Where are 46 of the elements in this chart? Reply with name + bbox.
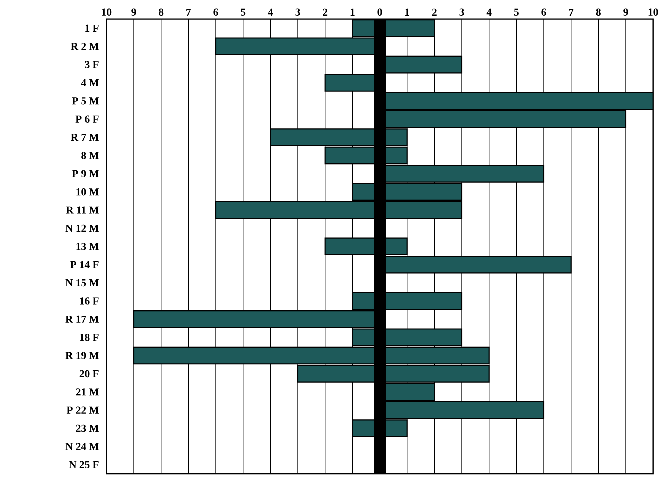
x-tick-label: 5 bbox=[241, 8, 246, 16]
x-tick-label: 3 bbox=[460, 8, 464, 16]
x-tick-label: 5 bbox=[514, 8, 519, 16]
y-tick-label: R 19 M bbox=[66, 352, 99, 360]
y-tick-label: 16 F bbox=[80, 298, 99, 305]
x-tick-label: 9 bbox=[132, 8, 136, 16]
x-tick-label: 4 bbox=[486, 8, 492, 16]
y-tick-label: N 15 M bbox=[66, 279, 99, 287]
y-tick-label: 4 M bbox=[81, 79, 99, 86]
x-tick-label: 10 bbox=[648, 8, 658, 16]
x-tick-label: 10 bbox=[102, 8, 112, 16]
x-tick-label: 1 bbox=[406, 8, 410, 16]
y-tick-label: P 22 M bbox=[66, 406, 99, 414]
x-tick-label: 6 bbox=[542, 8, 546, 16]
y-tick-label: R 11 M bbox=[66, 206, 99, 214]
y-tick-label: 13 M bbox=[76, 243, 99, 250]
y-tick-label: P 6 F bbox=[76, 116, 99, 123]
y-tick-label: P 9 M bbox=[72, 170, 99, 178]
y-tick-label: 20 F bbox=[80, 370, 99, 378]
y-tick-label: 8 M bbox=[82, 152, 99, 160]
x-tick-label: 1 bbox=[350, 8, 355, 16]
y-tick-label: 10 M bbox=[76, 188, 99, 196]
x-tick-label: 9 bbox=[624, 8, 628, 16]
y-tick-label: N 25 F bbox=[69, 461, 99, 468]
y-tick-label: R 7 M bbox=[71, 134, 99, 142]
x-tick-label: 8 bbox=[159, 8, 164, 16]
x-tick-label: 6 bbox=[214, 8, 218, 16]
x-tick-label: 8 bbox=[596, 8, 601, 16]
y-tick-label: R 2 M bbox=[71, 43, 99, 50]
y-tick-label: R 17 M bbox=[66, 316, 99, 323]
y-tick-label: N 24 M bbox=[66, 443, 99, 450]
x-tick-label: 3 bbox=[296, 8, 300, 16]
y-tick-label: P 5 M bbox=[72, 98, 99, 105]
x-tick-label: 7 bbox=[186, 8, 192, 16]
y-tick-label: P 14 F bbox=[70, 261, 99, 268]
y-tick-label: 21 M bbox=[76, 388, 99, 396]
y-tick-label: 3 F bbox=[85, 61, 99, 68]
y-tick-label: N 12 M bbox=[66, 224, 99, 232]
x-tick-label: 0 bbox=[378, 8, 382, 16]
x-tick-label: 4 bbox=[268, 8, 274, 16]
y-tick-label: 23 M bbox=[76, 424, 99, 432]
x-tick-label: 2 bbox=[323, 8, 328, 16]
x-tick-label: 2 bbox=[432, 8, 437, 16]
y-tick-label: 18 F bbox=[80, 334, 99, 342]
x-tick-label: 7 bbox=[569, 8, 574, 16]
y-tick-label: 1 F bbox=[86, 24, 99, 32]
